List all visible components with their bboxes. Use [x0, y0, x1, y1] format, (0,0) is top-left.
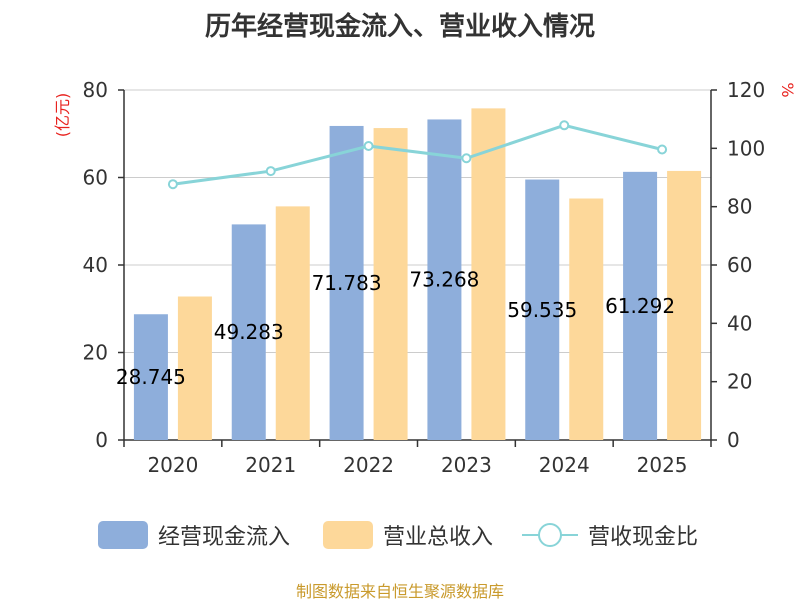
- data-label-cash-inflow: 61.292: [605, 294, 675, 318]
- data-label-cash-inflow: 28.745: [116, 365, 186, 389]
- point-cash-ratio: [167, 179, 178, 190]
- bar-revenue: [275, 206, 310, 440]
- bar-revenue: [471, 108, 506, 440]
- data-label-cash-inflow: 73.268: [409, 268, 479, 292]
- legend-item-revenue[interactable]: 营业总收入: [323, 515, 493, 555]
- y-right-tick-label: 40: [727, 311, 752, 335]
- bar-revenue: [177, 296, 212, 440]
- legend-swatch-cash-inflow: [98, 521, 148, 549]
- bar-cash-inflow: [133, 314, 168, 440]
- legend-label-cash-inflow: 经营现金流入: [158, 525, 291, 550]
- y-right-unit-label: %: [778, 82, 797, 97]
- point-cash-ratio: [657, 144, 668, 155]
- y-left-tick-label: 80: [83, 78, 108, 102]
- bar-revenue: [373, 128, 408, 440]
- x-tick-label: 2021: [245, 453, 296, 477]
- x-tick-label: 2024: [539, 453, 590, 477]
- y-left-tick-label: 20: [83, 341, 108, 365]
- legend-item-cash-ratio[interactable]: 营收现金比: [522, 515, 698, 555]
- bar-cash-inflow: [329, 125, 364, 440]
- legend-label-cash-ratio: 营收现金比: [588, 525, 699, 550]
- x-tick-label: 2020: [147, 453, 198, 477]
- point-cash-ratio: [265, 166, 276, 177]
- bar-revenue: [667, 170, 702, 440]
- bar-cash-inflow: [231, 224, 266, 440]
- x-tick-label: 2023: [441, 453, 492, 477]
- chart-legend: 经营现金流入 营业总收入 营收现金比: [0, 515, 800, 555]
- y-left-unit-label: (亿元): [53, 93, 72, 138]
- data-label-cash-inflow: 49.283: [214, 320, 284, 344]
- point-cash-ratio: [559, 120, 570, 131]
- bar-cash-inflow: [623, 171, 658, 440]
- y-right-tick-label: 60: [727, 253, 752, 277]
- point-cash-ratio: [461, 153, 472, 164]
- y-right-tick-label: 100: [727, 136, 765, 160]
- y-left-tick-label: 0: [95, 428, 108, 452]
- y-right-tick-label: 80: [727, 195, 752, 219]
- data-label-cash-inflow: 59.535: [507, 298, 577, 322]
- bar-cash-inflow: [525, 179, 560, 441]
- point-cash-ratio: [363, 141, 374, 151]
- y-right-tick-label: 20: [727, 370, 752, 394]
- x-tick-label: 2025: [637, 453, 688, 477]
- legend-swatch-revenue: [323, 521, 373, 549]
- legend-swatch-cash-ratio: [522, 521, 578, 549]
- source-note: 制图数据来自恒生聚源数据库: [295, 582, 504, 601]
- chart-title: 历年经营现金流入、营业收入情况: [204, 12, 595, 42]
- legend-item-cash-inflow[interactable]: 经营现金流入: [98, 515, 290, 555]
- data-label-cash-inflow: 71.783: [312, 271, 382, 295]
- y-right-tick-label: 0: [727, 428, 740, 452]
- y-left-tick-label: 40: [83, 253, 108, 277]
- bar-cash-inflow: [427, 119, 462, 440]
- bar-revenue: [569, 198, 604, 440]
- x-tick-label: 2022: [343, 453, 394, 477]
- line-cash-ratio: [172, 123, 663, 186]
- y-right-tick-label: 120: [727, 78, 765, 102]
- y-left-tick-label: 60: [83, 166, 108, 190]
- legend-label-revenue: 营业总收入: [383, 525, 494, 550]
